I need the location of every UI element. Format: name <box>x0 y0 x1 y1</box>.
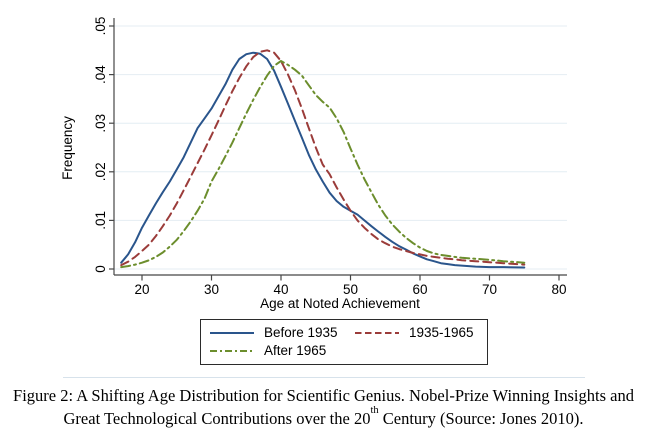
y-tick-label: .02 <box>93 162 108 181</box>
density-curves <box>120 49 526 269</box>
y-tick-label: .05 <box>93 17 108 36</box>
age-distribution-chart: 20 30 40 50 60 70 80 0 .01 .02 .03 .04 .05 Frequenc… <box>60 17 567 311</box>
axes <box>113 18 567 276</box>
legend: Before 1935 1935-1965 After 1965 <box>200 319 488 365</box>
y-tick-label: .03 <box>93 114 108 133</box>
legend-item-1935-1965: 1935-1965 <box>354 325 479 340</box>
curve-after-1965 <box>120 60 526 269</box>
legend-label: Before 1935 <box>264 325 338 340</box>
legend-line-solid <box>210 331 254 334</box>
x-tick-label: 80 <box>551 282 566 297</box>
x-tick-label: 70 <box>482 282 497 297</box>
legend-item-after-1965: After 1965 <box>209 343 354 358</box>
caption-divider <box>63 377 585 378</box>
superscript-th: th <box>370 404 379 416</box>
curve-before-1935 <box>120 51 526 269</box>
x-tick-label: 40 <box>273 282 288 297</box>
legend-line-dashdot <box>210 349 254 352</box>
y-tick-label: .01 <box>93 211 108 230</box>
legend-line-dashed <box>355 331 399 334</box>
x-tick-label: 50 <box>343 282 358 297</box>
legend-item-before-1935: Before 1935 <box>209 325 354 340</box>
caption-line-2: Great Technological Contributions over t… <box>63 404 584 428</box>
tick-marks <box>109 25 560 281</box>
legend-label: 1935-1965 <box>409 325 474 340</box>
x-tick-label: 60 <box>412 282 427 297</box>
gridlines <box>114 25 567 270</box>
x-axis-title: Age at Noted Achievement <box>260 296 420 311</box>
x-tick-labels: 20 30 40 50 60 70 80 <box>134 282 566 297</box>
legend-label: After 1965 <box>264 343 327 358</box>
y-tick-labels: 0 .01 .02 .03 .04 .05 <box>93 17 108 273</box>
y-axis-title: Frequency <box>60 116 75 180</box>
caption-line-1: Figure 2: A Shifting Age Distribution fo… <box>13 386 634 405</box>
figure-caption: Figure 2: A Shifting Age Distribution fo… <box>0 384 647 430</box>
y-tick-label: 0 <box>93 265 108 273</box>
x-tick-label: 30 <box>204 282 219 297</box>
curve-1935-1965 <box>120 49 526 267</box>
y-tick-label: .04 <box>93 65 108 84</box>
x-tick-label: 20 <box>134 282 149 297</box>
